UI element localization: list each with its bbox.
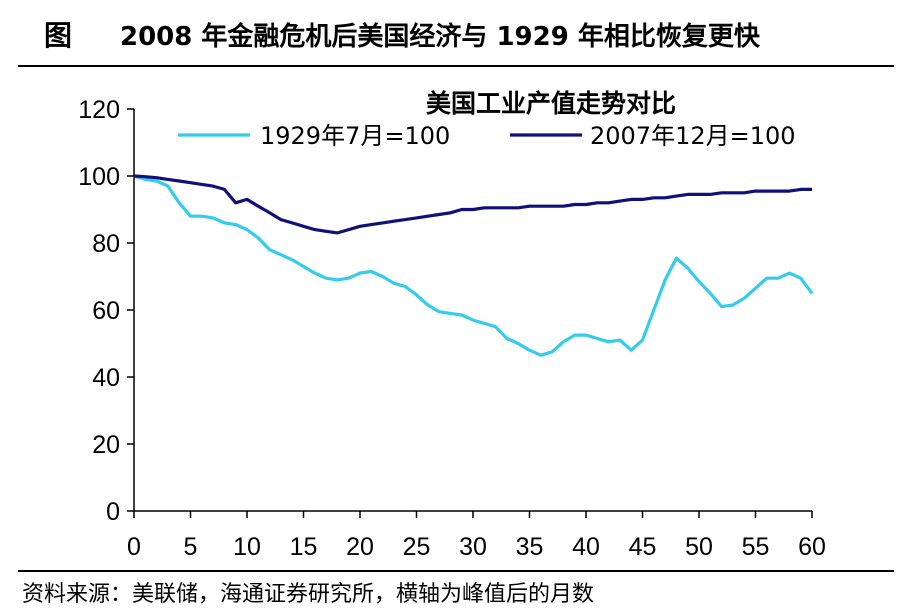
figure-title: 2008 年金融危机后美国经济与 1929 年相比恢复更快	[120, 22, 760, 52]
y-tick-label: 0	[106, 498, 120, 526]
figure-header: 图 2008 年金融危机后美国经济与 1929 年相比恢复更快	[0, 0, 912, 68]
series-line-2	[133, 174, 812, 235]
y-tick-label: 100	[78, 163, 120, 191]
x-tick-label: 20	[346, 533, 374, 561]
x-tick-label: 40	[572, 533, 600, 561]
chart-series	[133, 174, 814, 357]
x-tick-label: 45	[629, 533, 657, 561]
chart-legend: 1929年7月=100 2007年12月=100	[178, 122, 796, 150]
y-tick-label: 60	[92, 297, 120, 325]
y-tick-label: 120	[78, 96, 120, 124]
x-tick-label: 30	[459, 533, 487, 561]
y-tick-label: 40	[92, 364, 120, 392]
chart-axes: 0 20 40 60 80 100 120 0 5 10 15 20 25 30 35 40 45 50 55 60	[78, 96, 826, 561]
x-tick-label: 35	[516, 533, 544, 561]
x-tick-label: 50	[685, 533, 713, 561]
legend-label-1: 1929年7月=100	[260, 122, 450, 150]
x-tick-label: 15	[290, 533, 318, 561]
x-tick-label: 10	[233, 533, 261, 561]
chart-title: 美国工业产值走势对比	[426, 89, 676, 118]
y-tick-label: 20	[92, 431, 120, 459]
figure-label: 图	[44, 19, 73, 52]
footer-rule	[18, 570, 894, 572]
y-tick-label: 80	[92, 230, 120, 258]
header-rule	[18, 65, 894, 67]
x-tick-label: 55	[742, 533, 770, 561]
source-note: 资料来源：美联储，海通证券研究所，横轴为峰值后的月数	[22, 582, 595, 607]
x-tick-label: 5	[184, 533, 198, 561]
x-tick-label: 0	[127, 533, 141, 561]
x-tick-label: 25	[403, 533, 431, 561]
legend-label-2: 2007年12月=100	[590, 122, 796, 150]
series-line-1	[133, 174, 814, 357]
x-tick-label: 60	[798, 533, 826, 561]
